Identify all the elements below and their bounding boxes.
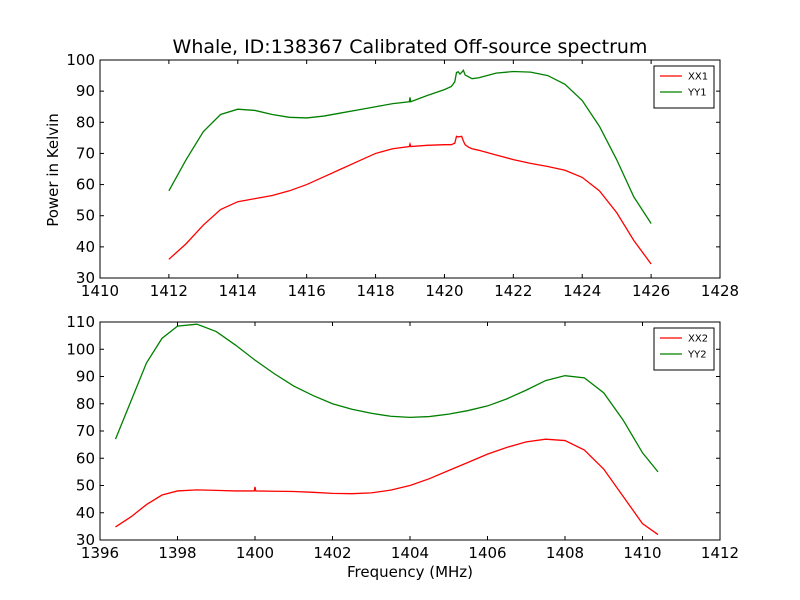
- y-tick-label: 60: [76, 449, 95, 467]
- x-tick-label: 1400: [236, 544, 274, 562]
- legend-label-xx2: XX2: [688, 334, 708, 345]
- series-line-yy2: [114, 323, 659, 473]
- legend-label-yy2: YY2: [687, 350, 707, 361]
- y-tick-label: 50: [76, 207, 95, 225]
- x-tick-label: 1404: [391, 544, 429, 562]
- y-tick-label: 80: [76, 113, 95, 131]
- x-tick-label: 1428: [701, 282, 739, 300]
- y-tick-label: 50: [76, 477, 95, 495]
- x-tick-label: 1410: [81, 282, 119, 300]
- y-tick-label: 60: [76, 176, 95, 194]
- x-tick-label: 1418: [356, 282, 394, 300]
- y-tick-label: 90: [76, 368, 95, 386]
- y-tick-label: 70: [76, 422, 95, 440]
- y-axis-label: Power in Kelvin: [44, 113, 62, 227]
- x-tick-label: 1426: [632, 282, 670, 300]
- top-panel: 1410 1412 1414 1416 1418 1420 1422 1424 1426 1428…: [66, 51, 739, 300]
- axes-frame: [99, 59, 721, 279]
- x-tick-label: 1412: [150, 282, 188, 300]
- x-tick-label: 1402: [313, 544, 351, 562]
- series-line-yy1: [168, 68, 652, 224]
- chart-title: Whale, ID:138367 Calibrated Off-source s…: [173, 36, 648, 58]
- x-tick-label: 1408: [546, 544, 584, 562]
- legend-label-yy1: YY1: [687, 88, 707, 99]
- y-tick-label: 40: [76, 504, 95, 522]
- y-tick-label: 100: [66, 340, 95, 358]
- y-tick-label: 110: [66, 313, 95, 331]
- y-tick-label: 30: [76, 269, 95, 287]
- x-tick-label: 1422: [494, 282, 532, 300]
- plot-area: [100, 322, 720, 540]
- x-tick-label: 1420: [425, 282, 463, 300]
- legend-label-xx1: XX1: [688, 72, 708, 83]
- x-tick-label: 1406: [468, 544, 506, 562]
- x-axis-label: Frequency (MHz): [347, 563, 473, 581]
- y-tick-label: 30: [76, 531, 95, 549]
- bottom-panel: 1396 1398 1400 1402 1404 1406 1408 1410 1412 30 40…: [66, 313, 739, 562]
- y-tick-label: 70: [76, 144, 95, 162]
- x-tick-label: 1424: [563, 282, 601, 300]
- x-tick-label: 1416: [288, 282, 326, 300]
- legend-box: [653, 65, 715, 109]
- y-tick-label: 100: [66, 51, 95, 69]
- x-tick-label: 1410: [623, 544, 661, 562]
- x-tick-label: 1412: [701, 544, 739, 562]
- plot-area: [100, 60, 720, 278]
- x-tick-label: 1414: [219, 282, 257, 300]
- series-line-xx1: [168, 135, 652, 265]
- y-tick-label: 80: [76, 395, 95, 413]
- x-tick-label: 1398: [158, 544, 196, 562]
- legend-box: [653, 327, 715, 371]
- series-line-xx2: [115, 438, 659, 536]
- y-tick-label: 90: [76, 82, 95, 100]
- y-tick-label: 40: [76, 238, 95, 256]
- x-tick-label: 1396: [81, 544, 119, 562]
